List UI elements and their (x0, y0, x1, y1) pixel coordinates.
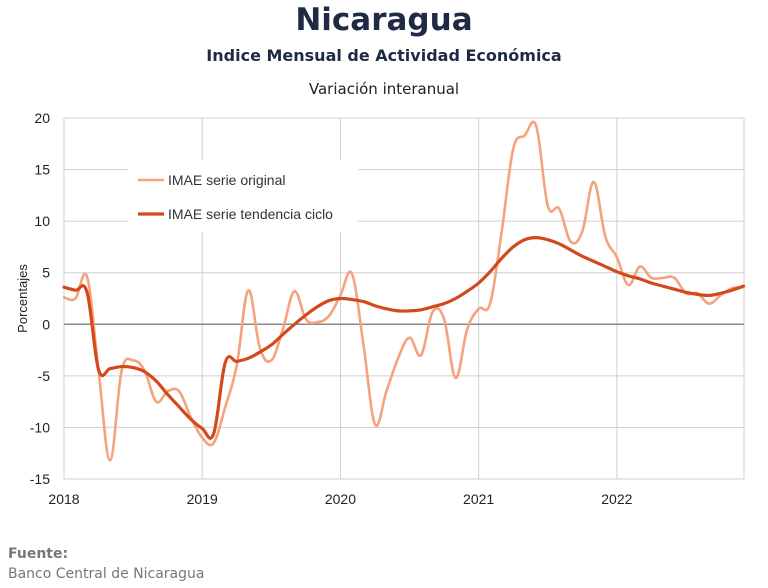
y-tick-label: 10 (34, 213, 50, 229)
chart-subtitle-secondary: Variación interanual (308, 80, 460, 98)
chart-title: Nicaragua (295, 2, 473, 38)
series-line-original (62, 120, 745, 462)
y-tick-label: 20 (34, 110, 50, 126)
x-tick-label: 2019 (187, 491, 218, 507)
x-tick-label: 2022 (601, 491, 632, 507)
y-tick-label: 5 (42, 265, 50, 281)
y-tick-label: 0 (42, 316, 50, 332)
y-tick-label: -10 (30, 419, 50, 435)
x-tick-label: 2018 (48, 491, 79, 507)
x-tick-label: 2021 (463, 491, 494, 507)
y-tick-label: -15 (30, 471, 50, 487)
x-tick-label: 2020 (325, 491, 356, 507)
legend-original-label: IMAE serie original (168, 172, 286, 188)
y-tick-label: 15 (34, 162, 50, 178)
legend-box (128, 160, 358, 232)
chart-subtitle: Indice Mensual de Actividad Económica (206, 46, 562, 65)
y-axis-label: Porcentajes (15, 264, 30, 333)
footer-source: Banco Central de Nicaragua (8, 566, 205, 582)
footer-label: Fuente: (8, 546, 69, 562)
y-tick-label: -5 (38, 368, 51, 384)
series-line-trend (62, 236, 746, 440)
legend-trend-label: IMAE serie tendencia ciclo (168, 206, 333, 222)
